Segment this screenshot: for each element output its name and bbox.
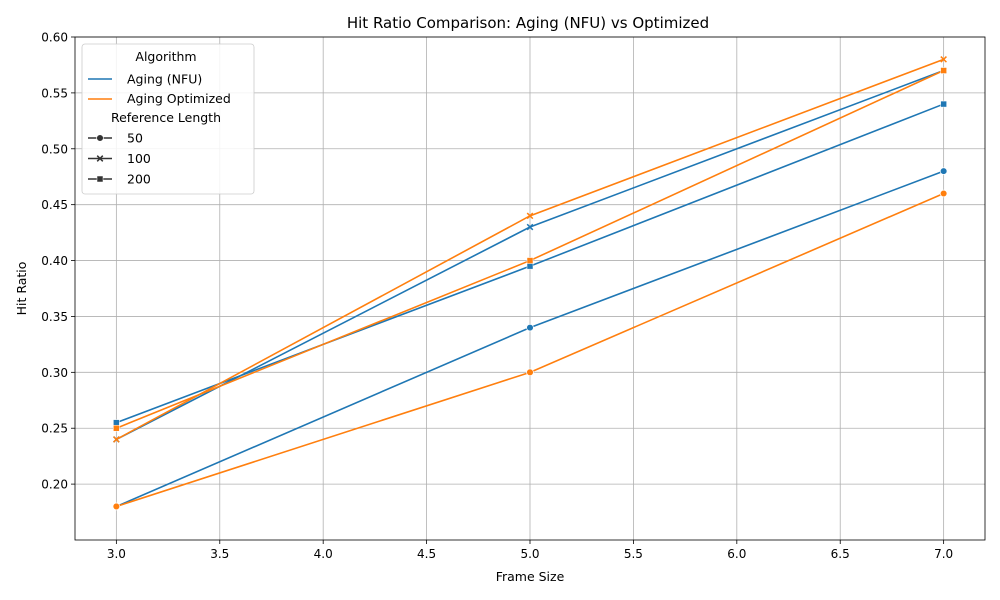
y-tick-label: 0.40	[41, 254, 68, 268]
y-tick-layer: 0.20 0.25 0.30 0.35 0.40 0.45 0.50 0.55 0.60	[41, 31, 75, 492]
series-aging-optimized-100	[113, 56, 947, 443]
y-tick-label: 0.45	[41, 198, 68, 212]
data-point	[940, 100, 947, 108]
x-tick-label: 7.0	[934, 547, 953, 561]
legend-style-marker	[96, 155, 104, 162]
x-tick-label: 4.0	[314, 547, 333, 561]
data-point	[113, 436, 120, 443]
x-tick-label: 3.0	[107, 547, 126, 561]
series-aging-optimized-50	[112, 189, 948, 511]
x-tick-label: 4.5	[417, 547, 436, 561]
data-point	[526, 257, 534, 264]
y-tick-label: 0.50	[41, 142, 68, 156]
legend-style-label: 50	[127, 131, 143, 146]
data-point	[113, 424, 120, 432]
data-point	[526, 223, 534, 231]
data-point	[940, 56, 947, 63]
legend-box	[81, 43, 255, 195]
legend-label-aging-nfu: Aging (NFU)	[127, 72, 202, 87]
legend-label-aging-optimized: Aging Optimized	[127, 91, 231, 106]
data-point	[939, 167, 948, 175]
data-point	[940, 67, 947, 74]
x-tick-label: 6.0	[727, 547, 746, 561]
legend-style-marker	[96, 134, 104, 142]
y-axis-label: Hit Ratio	[14, 262, 29, 316]
series-layer	[112, 56, 948, 511]
chart-title: Hit Ratio Comparison: Aging (NFU) vs Opt…	[347, 14, 709, 32]
data-point	[526, 368, 534, 377]
data-point	[526, 262, 534, 270]
data-point	[526, 212, 534, 220]
y-tick-label: 0.25	[41, 422, 68, 436]
legend-style-title: Reference Length	[111, 110, 221, 125]
y-tick-label: 0.35	[41, 310, 68, 324]
series-aging-optimized-200	[113, 67, 947, 432]
y-tick-label: 0.55	[41, 86, 68, 100]
data-point	[939, 189, 948, 198]
data-point	[112, 502, 121, 511]
y-tick-label: 0.20	[41, 478, 68, 492]
legend-hue-title: Algorithm	[135, 49, 196, 64]
x-tick-label: 5.5	[624, 547, 643, 561]
x-axis-label: Frame Size	[496, 569, 565, 584]
data-point	[113, 419, 120, 426]
legend-style-marker	[96, 175, 104, 183]
legend-style-label: 100	[127, 151, 151, 166]
x-tick-label: 6.5	[831, 547, 850, 561]
x-tick-label: 5.0	[520, 547, 539, 561]
legend-style-label: 200	[127, 172, 151, 187]
legend-style-rows: 50 100 200	[88, 131, 151, 187]
x-tick-layer: 3.0 3.5 4.0 4.5 5.0 5.5 6.0 6.5 7.0	[107, 540, 953, 561]
data-point	[526, 323, 534, 332]
x-tick-label: 3.5	[210, 547, 229, 561]
y-tick-label: 0.30	[41, 366, 68, 380]
y-tick-label: 0.60	[41, 31, 68, 45]
legend: Algorithm Aging (NFU) Aging Optimized Re…	[81, 43, 255, 195]
